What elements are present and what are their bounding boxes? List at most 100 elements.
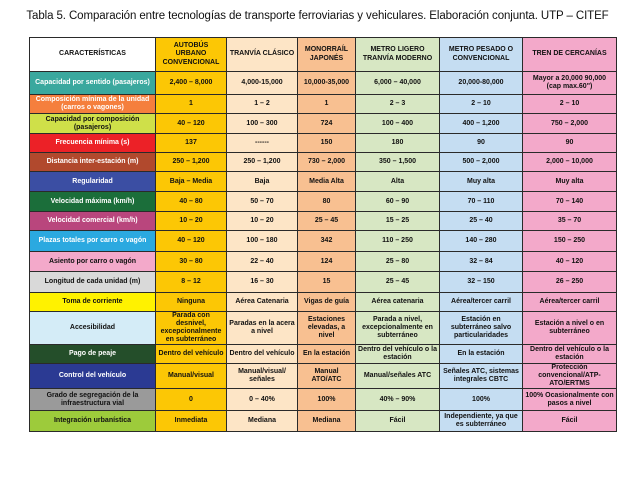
table-cell: 150 bbox=[297, 133, 356, 153]
table-cell: Parada con desnivel, excepcionalmente en… bbox=[155, 311, 227, 345]
table-cell: 100 – 400 bbox=[355, 113, 440, 134]
row-label: Regularidad bbox=[29, 171, 156, 192]
column-header-autobus: AUTOBÚS URBANO CONVENCIONAL bbox=[155, 37, 227, 72]
table-cell: Vigas de guía bbox=[297, 292, 356, 312]
table-cell: 124 bbox=[297, 251, 356, 272]
table-cell: 1 bbox=[155, 94, 227, 114]
row-label: Control del vehículo bbox=[29, 363, 156, 389]
table-cell: 2 – 3 bbox=[355, 94, 440, 114]
row-label: Velocidad máxima (km/h) bbox=[29, 191, 156, 212]
table-cell: En la estación bbox=[297, 344, 356, 364]
row-label: Longitud de cada unidad (m) bbox=[29, 271, 156, 293]
table-cell: Estación en subterráneo salvo particular… bbox=[439, 311, 523, 345]
table-cell: 730 – 2,000 bbox=[297, 152, 356, 172]
table-row: Frecuencia mínima (s) 137 ------ 150 180 90 90 bbox=[29, 133, 617, 153]
table-cell: 350 – 1,500 bbox=[355, 152, 440, 172]
table-cell: 250 – 1,200 bbox=[155, 152, 227, 172]
table-row: Asiento por carro o vagón 30 – 80 22 – 40 1… bbox=[29, 251, 617, 272]
table-cell: 10,000-35,000 bbox=[297, 71, 356, 95]
row-label: Pago de peaje bbox=[29, 344, 156, 364]
row-label: Toma de corriente bbox=[29, 292, 156, 312]
table-cell: 22 – 40 bbox=[226, 251, 298, 272]
table-cell: 50 – 70 bbox=[226, 191, 298, 212]
table-cell: Mayor a 20,000 90,000 (cap max.60") bbox=[522, 71, 617, 95]
table-cell: 16 – 30 bbox=[226, 271, 298, 293]
header-row: CARACTERÍSTICAS AUTOBÚS URBANO CONVENCIO… bbox=[29, 37, 617, 72]
table-cell: 1 bbox=[297, 94, 356, 114]
table-cell: 137 bbox=[155, 133, 227, 153]
row-label: Accesibilidad bbox=[29, 311, 156, 345]
table-cell: 70 – 140 bbox=[522, 191, 617, 212]
table-row: Composición mínima de la unidad (carros … bbox=[29, 94, 617, 114]
table-cell: Mediana bbox=[226, 410, 298, 432]
column-header-monorrail: MONORRAÍL JAPONÉS bbox=[297, 37, 356, 72]
row-label: Composición mínima de la unidad (carros … bbox=[29, 94, 156, 114]
table-cell: 8 – 12 bbox=[155, 271, 227, 293]
table-cell: Manual/visual bbox=[155, 363, 227, 389]
table-cell: 40 – 120 bbox=[155, 230, 227, 252]
table-cell: 15 – 25 bbox=[355, 211, 440, 231]
table-cell: Fácil bbox=[522, 410, 617, 432]
table-cell: 724 bbox=[297, 113, 356, 134]
table-row: Capacidad por composición (pasajeros) 40 … bbox=[29, 113, 617, 134]
table-cell: 2,000 – 10,000 bbox=[522, 152, 617, 172]
table-cell: 750 – 2,000 bbox=[522, 113, 617, 134]
table-cell: 80 bbox=[297, 191, 356, 212]
table-row: Plazas totales por carro o vagón 40 – 120… bbox=[29, 230, 617, 252]
table-cell: 400 – 1,200 bbox=[439, 113, 523, 134]
table-cell: Aérea/tercer carril bbox=[522, 292, 617, 312]
table-cell: Baja bbox=[226, 171, 298, 192]
table-cell: 2 – 10 bbox=[439, 94, 523, 114]
table-cell: 140 – 280 bbox=[439, 230, 523, 252]
table-cell: 90 bbox=[439, 133, 523, 153]
table-row: Integración urbanística Inmediata Mediana M… bbox=[29, 410, 617, 432]
table-cell: 25 – 80 bbox=[355, 251, 440, 272]
table-cell: Baja – Media bbox=[155, 171, 227, 192]
column-header-metro-ligero: METRO LIGERO TRANVÍA MODERNO bbox=[355, 37, 440, 72]
table-cell: 100% bbox=[297, 388, 356, 411]
row-label: Integración urbanística bbox=[29, 410, 156, 432]
row-label: Grado de segregación de la infraestructu… bbox=[29, 388, 156, 411]
table-cell: 10 – 20 bbox=[155, 211, 227, 231]
table-cell: 100 – 180 bbox=[226, 230, 298, 252]
column-header-tren-cercanias: TREN DE CERCANÍAS bbox=[522, 37, 617, 72]
table-row: Pago de peaje Dentro del vehículo Dentro d… bbox=[29, 344, 617, 364]
comparison-table: CARACTERÍSTICAS AUTOBÚS URBANO CONVENCIO… bbox=[29, 37, 617, 432]
table-row: Velocidad comercial (km/h) 10 – 20 10 – 20… bbox=[29, 211, 617, 231]
table-cell: 2 – 10 bbox=[522, 94, 617, 114]
table-cell: 30 – 80 bbox=[155, 251, 227, 272]
table-cell: Protección convencional/ATP-ATO/ERTMS bbox=[522, 363, 617, 389]
row-label: Plazas totales por carro o vagón bbox=[29, 230, 156, 252]
table-cell: 60 – 90 bbox=[355, 191, 440, 212]
table-cell: Estación a nivel o en subterráneo bbox=[522, 311, 617, 345]
table-row: Velocidad máxima (km/h) 40 – 80 50 – 70 80 6… bbox=[29, 191, 617, 212]
table-cell: 150 – 250 bbox=[522, 230, 617, 252]
row-label: Asiento por carro o vagón bbox=[29, 251, 156, 272]
table-row: Distancia inter-estación (m) 250 – 1,200 2… bbox=[29, 152, 617, 172]
table-row: Capacidad por sentido (pasajeros) 2,400 –… bbox=[29, 71, 617, 95]
table-cell: 250 – 1,200 bbox=[226, 152, 298, 172]
table-cell: Aérea Catenaria bbox=[226, 292, 298, 312]
column-header-tranvia: TRANVÍA CLÁSICO bbox=[226, 37, 298, 72]
table-cell: 342 bbox=[297, 230, 356, 252]
table-cell: 0 bbox=[155, 388, 227, 411]
table-cell: 40 – 120 bbox=[522, 251, 617, 272]
column-header-metro-pesado: METRO PESADO O CONVENCIONAL bbox=[439, 37, 523, 72]
table-cell: 32 – 84 bbox=[439, 251, 523, 272]
table-cell: Dentro del vehículo bbox=[155, 344, 227, 364]
table-row: Grado de segregación de la infraestructu… bbox=[29, 388, 617, 411]
table-title: Tabla 5. Comparación entre tecnologías d… bbox=[26, 10, 609, 22]
row-label: Frecuencia mínima (s) bbox=[29, 133, 156, 153]
table-cell: 32 – 150 bbox=[439, 271, 523, 293]
table-cell: Aérea/tercer carril bbox=[439, 292, 523, 312]
table-cell: 500 – 2,000 bbox=[439, 152, 523, 172]
table-cell: Aérea catenaria bbox=[355, 292, 440, 312]
table-body: Capacidad por sentido (pasajeros) 2,400 –… bbox=[29, 71, 617, 432]
table-cell: Muy alta bbox=[522, 171, 617, 192]
table-cell: 20,000-80,000 bbox=[439, 71, 523, 95]
table-cell: Muy alta bbox=[439, 171, 523, 192]
table-cell: Paradas en la acera a nivel bbox=[226, 311, 298, 345]
table-cell: En la estación bbox=[439, 344, 523, 364]
table-cell: 15 bbox=[297, 271, 356, 293]
table-row: Longitud de cada unidad (m) 8 – 12 16 – 30… bbox=[29, 271, 617, 293]
